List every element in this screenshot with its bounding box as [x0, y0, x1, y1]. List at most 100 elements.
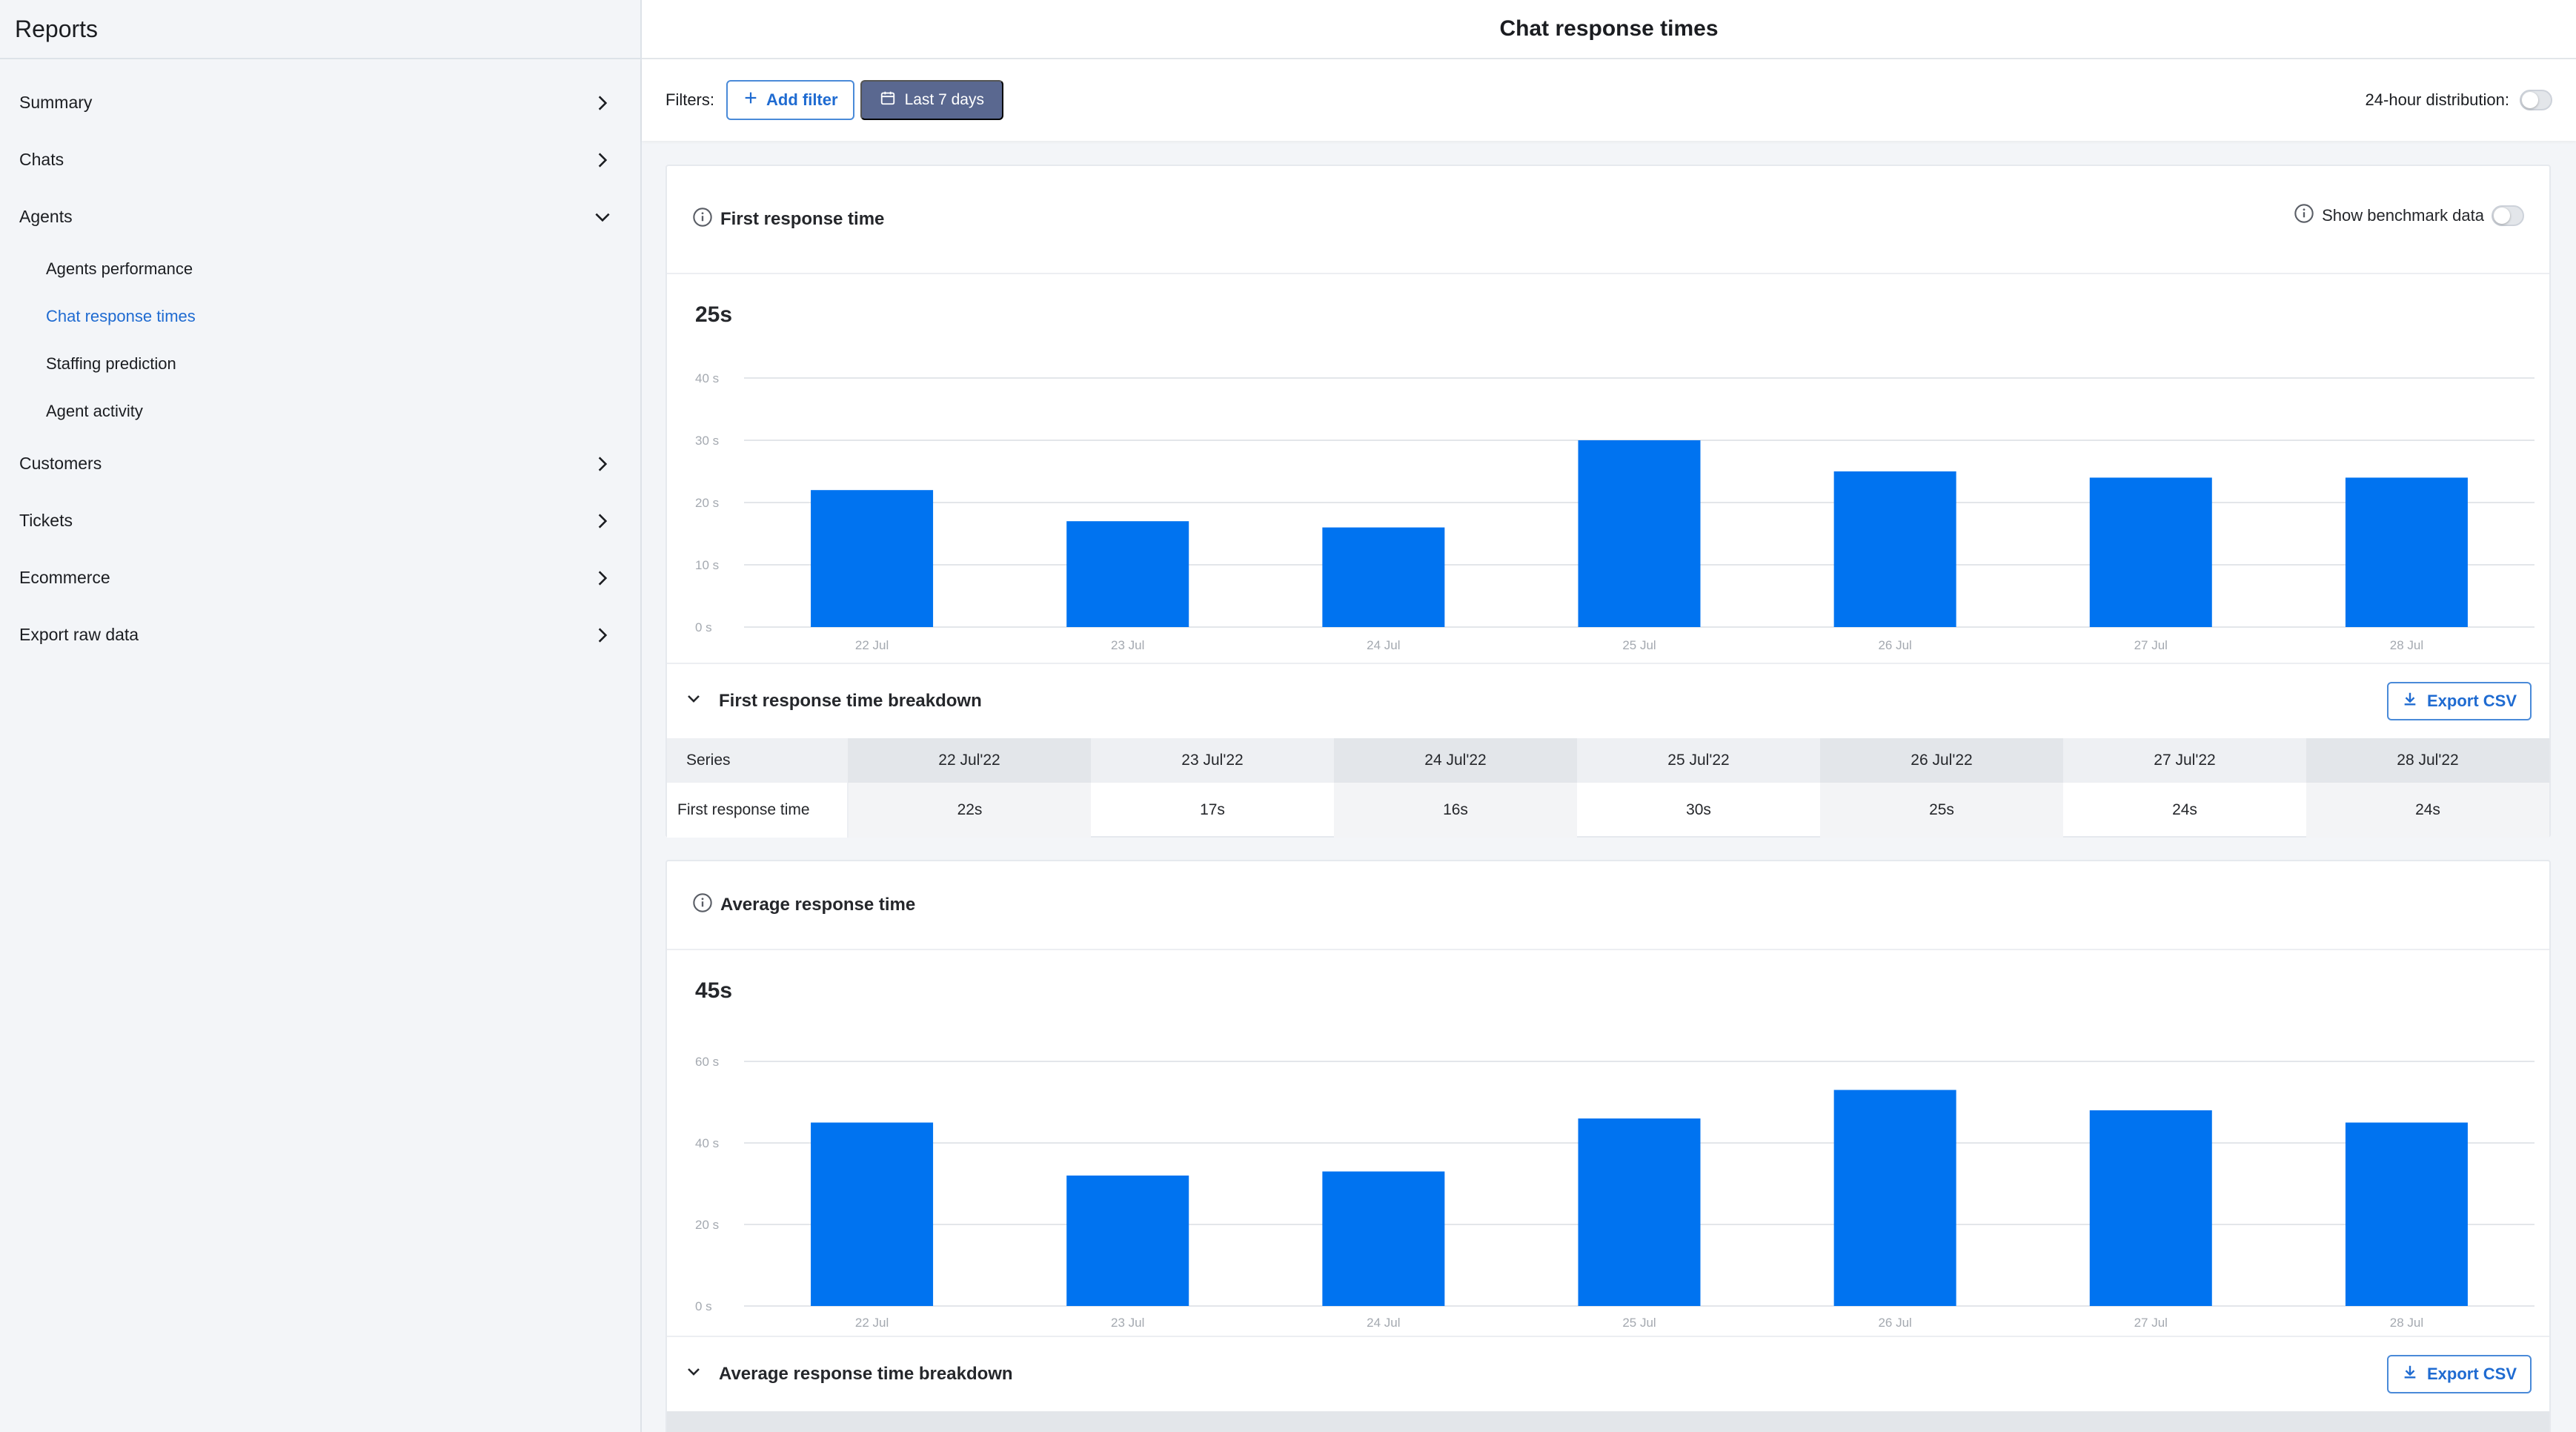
- page-title: Chat response times: [642, 0, 2576, 59]
- x-tick-label: 26 Jul: [1878, 1316, 1911, 1330]
- chevron-down-icon: [593, 208, 612, 227]
- bar[interactable]: [1833, 1090, 1956, 1307]
- average-response-total: 45s: [695, 978, 733, 1003]
- x-tick-label: 24 Jul: [1367, 638, 1400, 652]
- plus-icon: [743, 90, 759, 110]
- row-label: First response time: [667, 783, 849, 838]
- series-header: Series: [667, 738, 848, 783]
- first-response-chart-area: 25s 0 s 10 s 20 s 30 s 40 s 22 Jul 23 Jul 24 Ju…: [667, 274, 2549, 663]
- bar[interactable]: [1322, 1171, 1445, 1307]
- breakdown-header: Average response time breakdown Export C…: [667, 1336, 2549, 1411]
- x-tick-label: 25 Jul: [1622, 638, 1656, 652]
- sidebar-item-chats[interactable]: Chats: [0, 131, 640, 188]
- benchmark-control: Show benchmark data: [2294, 203, 2524, 228]
- y-tick-label: 40 s: [695, 1136, 719, 1150]
- chevron-right-icon: [593, 454, 612, 474]
- chevron-down-icon: [685, 690, 703, 713]
- date-header: 26 Jul'22: [1820, 738, 2063, 783]
- bar[interactable]: [1833, 471, 1956, 627]
- chevron-right-icon: [593, 569, 612, 588]
- y-tick-label: 20 s: [695, 496, 719, 510]
- card-title-text: Average response time: [720, 895, 916, 915]
- sidebar-subitem-agents-performance[interactable]: Agents performance: [46, 259, 193, 278]
- y-tick-label: 0 s: [695, 1299, 712, 1313]
- bar[interactable]: [2089, 1110, 2212, 1306]
- date-header: 22 Jul'22: [848, 738, 1091, 783]
- x-tick-label: 26 Jul: [1878, 638, 1911, 652]
- average-response-chart: 0 s 20 s 40 s 60 s 22 Jul 23 Jul 24 Jul 25 Jul 2…: [695, 1055, 2534, 1330]
- export-csv-label: Export CSV: [2426, 692, 2517, 710]
- breakdown-table: Series 22 Jul'22 23 Jul'22 24 Jul'22 25 …: [667, 738, 2549, 838]
- table-row: First response time 22s 17s 16s 30s 25s …: [667, 783, 2549, 838]
- bar[interactable]: [811, 490, 934, 627]
- card-title: First response time: [692, 207, 884, 233]
- y-tick-label: 20 s: [695, 1218, 719, 1232]
- x-tick-label: 25 Jul: [1622, 1316, 1656, 1330]
- card-header: First response time Show benchmark data: [667, 166, 2549, 274]
- sidebar-nav: Summary Chats Agents Agents performance …: [0, 59, 640, 663]
- breakdown-header: First response time breakdown Export CSV: [667, 663, 2549, 738]
- export-csv-button[interactable]: Export CSV: [2386, 682, 2532, 720]
- x-tick-label: 28 Jul: [2390, 1316, 2423, 1330]
- breakdown-title-text: Average response time breakdown: [719, 1364, 1013, 1384]
- export-csv-label: Export CSV: [2426, 1365, 2517, 1383]
- breakdown-toggle[interactable]: First response time breakdown: [685, 690, 982, 713]
- sidebar-item-export-raw-data[interactable]: Export raw data: [0, 606, 640, 663]
- sidebar-subitem-chat-response-times[interactable]: Chat response times: [46, 307, 196, 325]
- sidebar-item-tickets[interactable]: Tickets: [0, 492, 640, 549]
- y-tick-label: 60 s: [695, 1055, 719, 1069]
- add-filter-label: Add filter: [766, 90, 838, 109]
- sidebar-item-customers[interactable]: Customers: [0, 435, 640, 492]
- bar[interactable]: [1578, 440, 1701, 627]
- distribution-toggle[interactable]: [2520, 90, 2552, 110]
- breakdown-toggle[interactable]: Average response time breakdown: [685, 1363, 1013, 1386]
- benchmark-toggle[interactable]: [2492, 205, 2524, 226]
- card-title-text: First response time: [720, 209, 885, 229]
- distribution-control: 24-hour distribution:: [2366, 90, 2552, 110]
- bar[interactable]: [1066, 521, 1189, 627]
- sidebar-item-summary[interactable]: Summary: [0, 74, 640, 131]
- x-tick-label: 22 Jul: [855, 1316, 889, 1330]
- chevron-right-icon: [593, 150, 612, 170]
- sidebar-subitem-agent-activity[interactable]: Agent activity: [46, 402, 143, 420]
- bar[interactable]: [2345, 1122, 2468, 1307]
- first-response-chart: 0 s 10 s 20 s 30 s 40 s 22 Jul 23 Jul 24 Jul 25 …: [695, 371, 2534, 652]
- info-icon[interactable]: [692, 207, 713, 233]
- filter-bar: Filters: Add filter Last 7 days 24-hour …: [642, 59, 2576, 141]
- date-header: 23 Jul'22: [1091, 738, 1334, 783]
- bar[interactable]: [811, 1122, 934, 1307]
- info-icon[interactable]: [692, 892, 713, 918]
- calendar-icon: [880, 90, 896, 110]
- table-cell: 17s: [1200, 801, 1225, 818]
- table-cell: 16s: [1334, 783, 1577, 838]
- benchmark-label: Show benchmark data: [2322, 206, 2484, 225]
- export-csv-button[interactable]: Export CSV: [2386, 1355, 2532, 1393]
- date-range-label: Last 7 days: [904, 91, 984, 108]
- table-cell: 30s: [1686, 801, 1711, 818]
- sidebar-item-label: Agents: [19, 207, 73, 226]
- bar[interactable]: [1322, 527, 1445, 627]
- x-tick-label: 27 Jul: [2134, 638, 2168, 652]
- date-range-button[interactable]: Last 7 days: [860, 80, 1003, 120]
- card-header: Average response time: [667, 861, 2549, 950]
- sidebar-subitem-staffing-prediction[interactable]: Staffing prediction: [46, 354, 176, 373]
- chevron-right-icon: [593, 93, 612, 113]
- sidebar-item-ecommerce[interactable]: Ecommerce: [0, 549, 640, 606]
- sidebar-item-agents[interactable]: Agents: [0, 188, 640, 245]
- card-title: Average response time: [692, 892, 915, 918]
- x-tick-label: 27 Jul: [2134, 1316, 2168, 1330]
- y-tick-label: 40 s: [695, 371, 719, 385]
- first-response-total: 25s: [695, 302, 733, 327]
- sidebar-item-label: Summary: [19, 93, 93, 112]
- bar[interactable]: [2089, 477, 2212, 627]
- bar[interactable]: [2345, 477, 2468, 627]
- info-icon[interactable]: [2294, 203, 2314, 228]
- bar[interactable]: [1066, 1176, 1189, 1306]
- date-header: 25 Jul'22: [1577, 738, 1820, 783]
- sidebar-title: Reports: [0, 0, 640, 59]
- table-cell: 24s: [2172, 801, 2197, 818]
- add-filter-button[interactable]: Add filter: [726, 80, 854, 120]
- x-tick-label: 23 Jul: [1111, 638, 1144, 652]
- chevron-down-icon: [685, 1363, 703, 1386]
- bar[interactable]: [1578, 1118, 1701, 1306]
